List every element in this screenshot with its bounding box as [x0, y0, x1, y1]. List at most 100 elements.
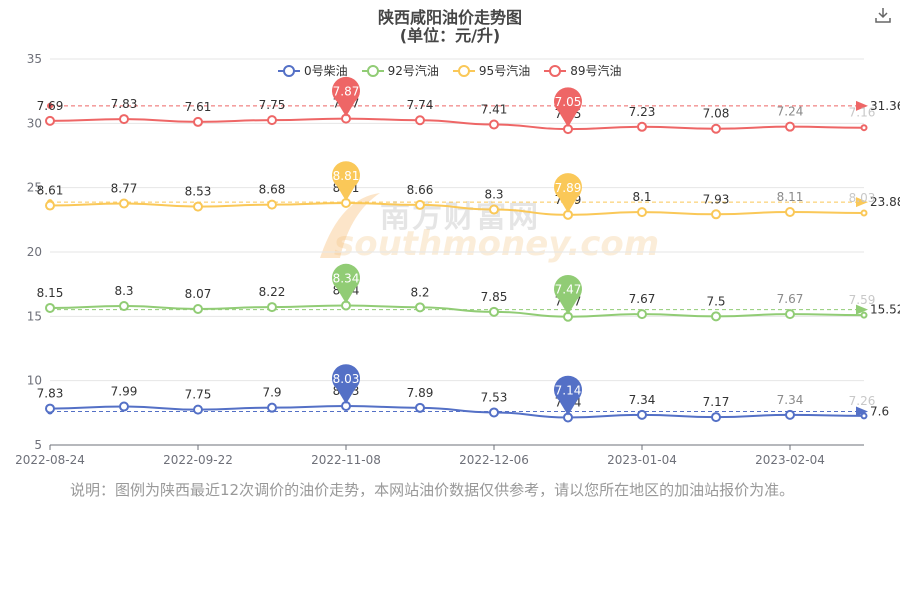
average-value-label: 7.6 [870, 405, 889, 419]
data-point [415, 302, 425, 313]
series-line [49, 117, 865, 131]
y-tick-label: 20 [27, 245, 42, 259]
data-label: 7.08 [703, 107, 730, 121]
data-label: 7.83 [111, 97, 138, 111]
data-label: 8.53 [185, 185, 212, 199]
data-point [45, 115, 55, 126]
legend-item[interactable]: 92号汽油 [361, 62, 439, 79]
data-label: 7.41 [481, 102, 508, 116]
data-point [637, 121, 647, 132]
legend-item[interactable]: 89号汽油 [544, 62, 621, 79]
data-point [785, 409, 795, 420]
data-label: 7.75 [259, 98, 286, 112]
legend-symbol-icon [452, 64, 475, 77]
legend-item[interactable]: 0号柴油 [278, 62, 348, 79]
max-marker-label: 7.87 [333, 85, 360, 99]
min-marker-label: 7.05 [555, 95, 582, 109]
data-point [637, 309, 647, 320]
data-label: 8.61 [37, 184, 64, 198]
data-label: 7.24 [777, 105, 804, 119]
legend-label: 0号柴油 [304, 64, 348, 78]
x-tick-label: 2022-12-06 [459, 453, 529, 467]
data-point [785, 309, 795, 320]
data-label: 7.26 [849, 394, 876, 408]
series-line [49, 304, 865, 318]
data-label: 7.75 [185, 388, 212, 402]
data-label: 8.22 [259, 285, 286, 299]
data-label: 8.3 [114, 284, 133, 298]
data-label: 7.85 [481, 290, 508, 304]
data-point [860, 124, 868, 132]
legend-item[interactable]: 95号汽油 [452, 62, 531, 79]
download-icon[interactable] [874, 6, 892, 24]
max-marker: 7.87 [332, 76, 360, 117]
y-tick-label: 10 [27, 374, 42, 388]
data-label: 8.07 [185, 287, 212, 301]
legend-label: 89号汽油 [570, 64, 622, 78]
x-tick-label: 2023-01-04 [607, 453, 677, 467]
average-line-arrow [856, 197, 868, 208]
data-label: 7.69 [37, 99, 64, 113]
legend: 0号柴油 92号汽油 95号汽油 89号汽油 [278, 62, 621, 79]
legend-symbol-icon [278, 64, 300, 77]
data-point [193, 303, 203, 314]
max-marker: 8.34 [332, 263, 361, 304]
data-label: 7.74 [407, 98, 434, 112]
min-marker-shape [554, 375, 583, 416]
data-point [489, 204, 499, 215]
data-point [711, 123, 721, 134]
data-label: 8.68 [259, 183, 286, 197]
min-marker-shape [554, 173, 582, 213]
data-point [193, 201, 203, 212]
max-marker: 8.81 [332, 161, 360, 201]
max-marker: 8.03 [332, 364, 361, 405]
x-tick-label: 2022-08-24 [15, 453, 85, 467]
min-marker: 7.05 [554, 87, 582, 128]
data-point [489, 119, 499, 130]
max-marker-shape [332, 364, 361, 405]
data-label: 7.61 [185, 100, 212, 114]
max-marker-shape [332, 161, 360, 201]
max-marker-label: 8.34 [333, 272, 360, 286]
data-point [267, 402, 277, 413]
y-tick-label: 15 [27, 309, 42, 323]
data-label: 7.83 [37, 387, 64, 401]
x-tick-label: 2022-09-22 [163, 453, 233, 467]
y-tick-label: 5 [34, 438, 42, 452]
data-label: 7.34 [629, 393, 656, 407]
data-label: 7.5 [706, 294, 725, 308]
data-point [119, 198, 129, 209]
data-label: 7.34 [777, 393, 804, 407]
min-marker-label: 7.47 [555, 283, 582, 297]
min-marker-shape [554, 87, 582, 128]
max-marker-shape [332, 263, 361, 304]
data-label: 7.23 [629, 105, 656, 119]
legend-label: 95号汽油 [478, 64, 531, 78]
data-label: 8.2 [410, 285, 429, 299]
average-line-arrow [856, 406, 868, 417]
data-label: 7.9 [262, 386, 281, 400]
legend-symbol-icon [361, 64, 384, 77]
average-line-arrow [856, 304, 868, 315]
average-value-label: 31.36 [870, 99, 900, 113]
data-point [45, 403, 55, 414]
data-label: 7.93 [703, 192, 730, 206]
min-marker-shape [554, 274, 583, 315]
data-point [711, 209, 721, 220]
data-point [860, 412, 868, 420]
series-line [49, 405, 865, 419]
chart-subtitle: (单位：元/升) [399, 26, 501, 45]
data-label: 8.1 [632, 190, 651, 204]
chart-title: 陕西咸阳油价走势图 [377, 8, 522, 27]
series-line [49, 201, 865, 216]
data-point [193, 116, 203, 127]
data-label: 7.17 [703, 395, 730, 409]
x-tick-label: 2022-11-08 [311, 453, 381, 467]
data-point [45, 200, 55, 211]
data-label: 7.67 [777, 292, 804, 306]
data-label: 7.99 [111, 385, 138, 399]
min-marker-label: 7.14 [555, 383, 582, 397]
data-point [711, 412, 721, 423]
data-point [193, 404, 203, 415]
data-point [267, 199, 277, 210]
